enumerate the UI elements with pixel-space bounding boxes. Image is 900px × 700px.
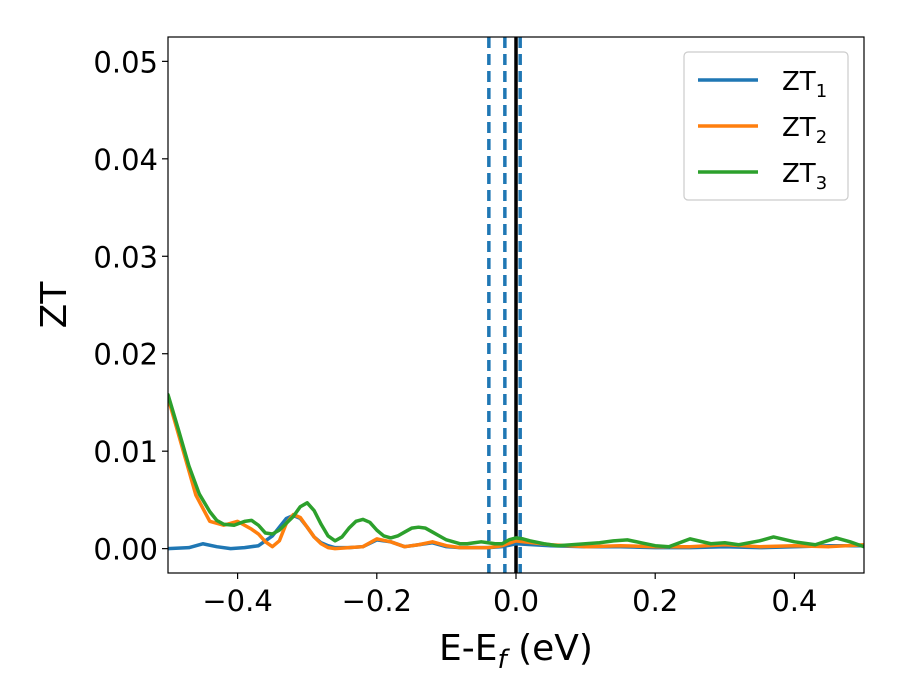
- y-tick-label: 0.05: [93, 45, 158, 79]
- y-tick-label: 0.01: [93, 435, 158, 469]
- y-tick-label: 0.04: [93, 143, 158, 177]
- legend-label: ZT2: [782, 113, 827, 148]
- y-tick-label: 0.02: [93, 338, 158, 372]
- x-tick-label: 0.0: [493, 584, 539, 618]
- x-axis-label: E-Ef (eV): [439, 628, 593, 675]
- y-tick-label: 0.00: [93, 533, 158, 567]
- legend-item-zt1: ZT1: [698, 67, 827, 102]
- fermi-level-lines: [487, 37, 522, 573]
- series-line-zt3: [168, 392, 864, 549]
- legend-item-zt2: ZT2: [698, 113, 827, 148]
- legend: ZT1 ZT2 ZT3: [683, 51, 849, 201]
- y-tick-label: 0.03: [93, 240, 158, 274]
- series-line-zt2: [168, 395, 864, 551]
- legend-item-zt3: ZT3: [698, 159, 827, 194]
- series-lines: [168, 392, 864, 551]
- x-tick-label: −0.4: [202, 584, 272, 618]
- x-tick-label: −0.2: [342, 584, 412, 618]
- x-tick-label: 0.4: [771, 584, 817, 618]
- x-axis-ticks: −0.4 −0.2 0.0 0.2 0.4: [202, 573, 817, 618]
- legend-label: ZT3: [782, 159, 827, 194]
- x-tick-label: 0.2: [632, 584, 678, 618]
- y-axis-label: ZT: [34, 281, 75, 329]
- legend-label: ZT1: [782, 67, 827, 102]
- y-axis-ticks: 0.00 0.01 0.02 0.03 0.04 0.05: [93, 45, 168, 567]
- legend-box: [683, 51, 849, 201]
